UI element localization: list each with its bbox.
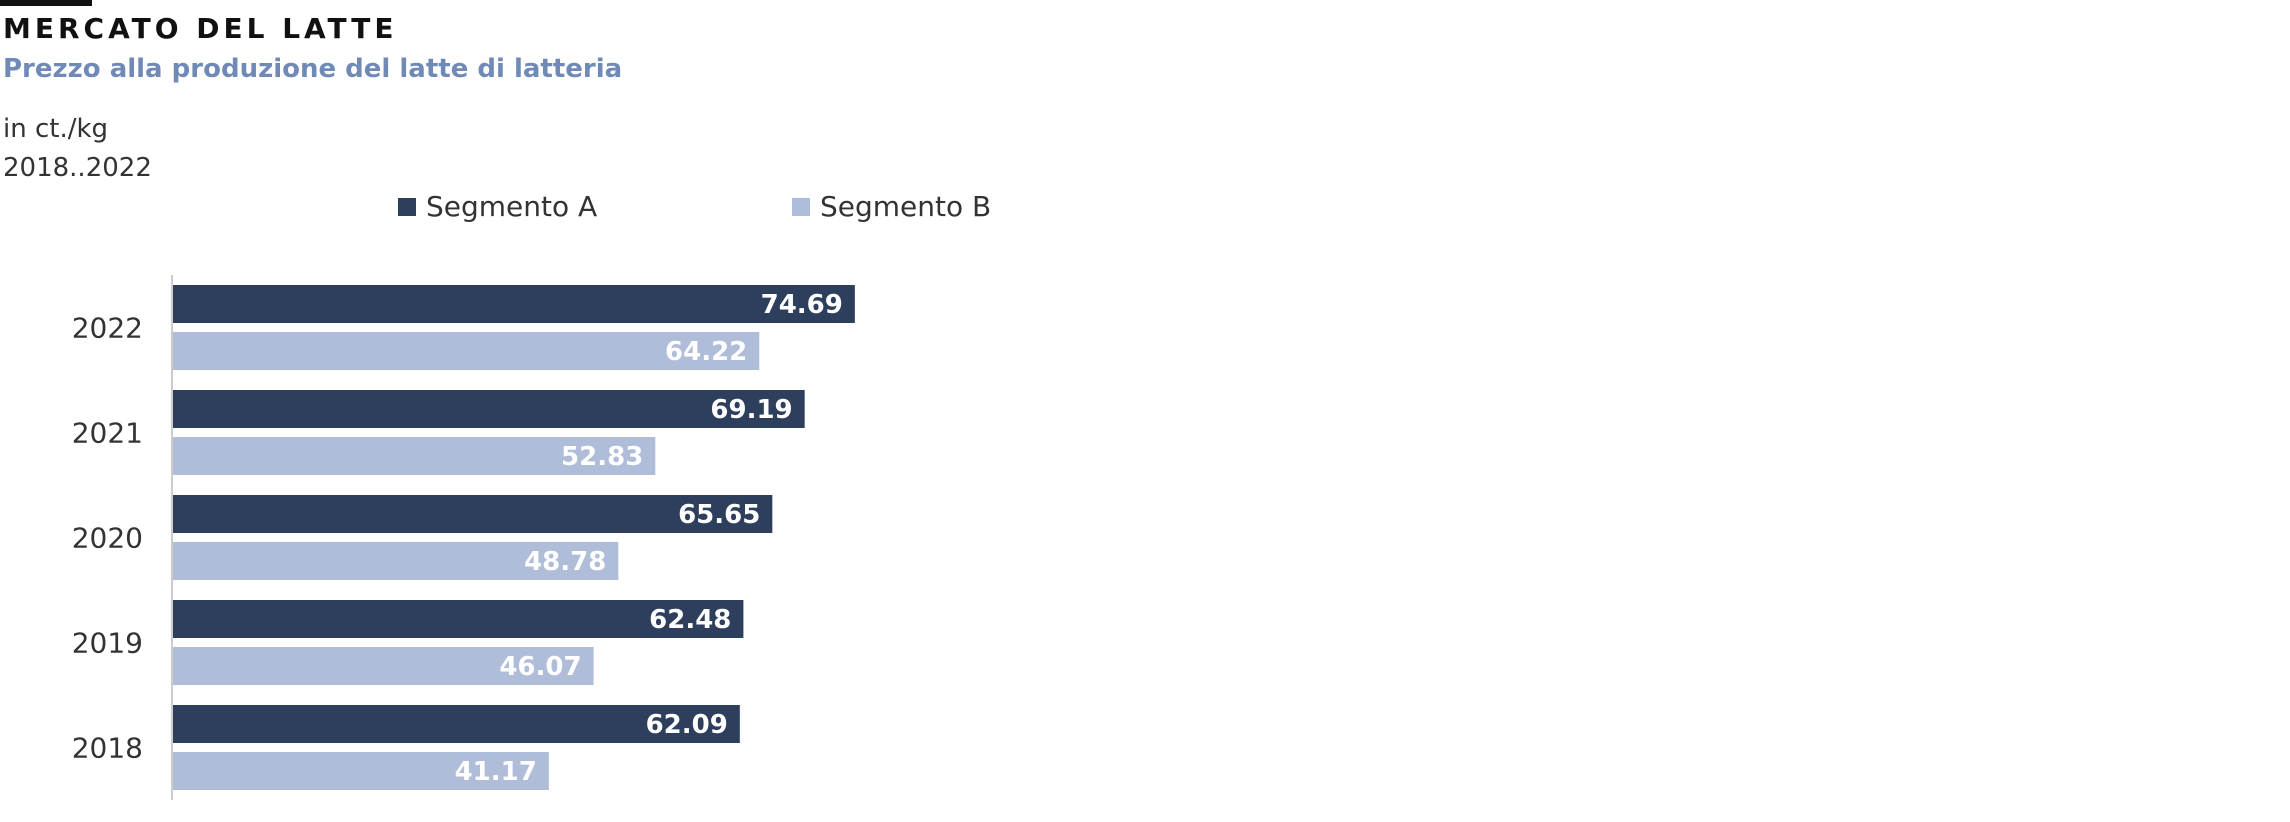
bar-segmento-b-2020 — [173, 542, 619, 580]
data-label-segmento-b-2019: 46.07 — [499, 652, 581, 682]
data-label-segmento-a-2020: 65.65 — [678, 500, 760, 530]
bar-segmento-a-2019 — [173, 600, 744, 638]
legend-swatch-segmento-a — [398, 197, 416, 216]
bar-segmento-b-2022 — [173, 332, 760, 370]
data-label-segmento-b-2020: 48.78 — [524, 547, 606, 577]
y-tick-label-2022: 2022 — [72, 312, 143, 345]
y-tick-label-2018: 2018 — [72, 732, 143, 765]
bar-segmento-a-2018 — [173, 705, 740, 743]
bar-segmento-b-2018 — [173, 752, 549, 790]
data-label-segmento-a-2019: 62.48 — [649, 605, 731, 635]
bar-segmento-b-2021 — [173, 437, 656, 475]
data-label-segmento-b-2022: 64.22 — [665, 337, 747, 367]
unit-label: in ct./kg — [3, 114, 109, 144]
y-tick-label-2021: 2021 — [72, 417, 143, 450]
year-range-label: 2018..2022 — [3, 153, 152, 183]
bar-segmento-a-2021 — [173, 390, 805, 428]
title-accent-bar — [0, 0, 92, 6]
data-label-segmento-a-2022: 74.69 — [761, 290, 843, 320]
chart-title: MERCATO DEL LATTE — [3, 12, 398, 45]
legend-swatch-segmento-b — [792, 197, 810, 216]
bar-segmento-a-2020 — [173, 495, 773, 533]
chart-subtitle: Prezzo alla produzione del latte di latt… — [3, 54, 623, 84]
y-tick-label-2020: 2020 — [72, 522, 143, 555]
legend-item-segmento-a: Segmento A — [398, 190, 597, 223]
data-label-segmento-b-2018: 41.17 — [455, 757, 537, 787]
bar-segmento-b-2019 — [173, 647, 594, 685]
data-label-segmento-a-2021: 69.19 — [710, 395, 792, 425]
bar-segmento-a-2022 — [173, 285, 855, 323]
legend-item-segmento-b: Segmento B — [792, 190, 991, 223]
data-label-segmento-b-2021: 52.83 — [561, 442, 643, 472]
legend-label-segmento-a: Segmento A — [426, 190, 598, 223]
legend-label-segmento-b: Segmento B — [820, 190, 992, 223]
y-tick-label-2019: 2019 — [72, 627, 143, 660]
data-label-segmento-a-2018: 62.09 — [646, 710, 728, 740]
